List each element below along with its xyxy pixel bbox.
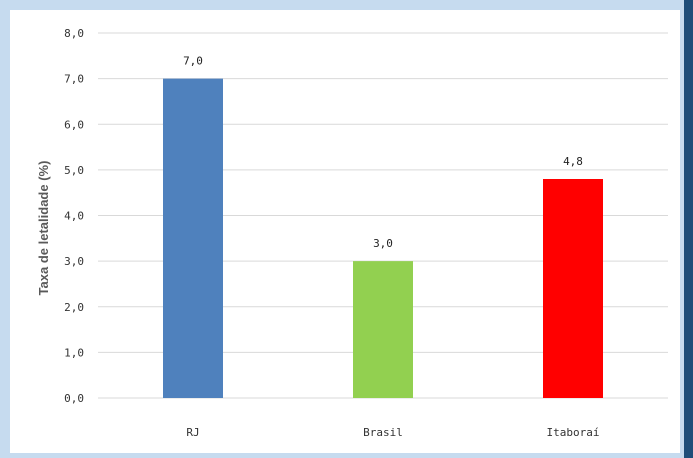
y-tick-label: 7,0 xyxy=(64,73,84,86)
value-labels: 7,0 3,0 4,8 xyxy=(183,55,583,251)
y-axis-ticks: 0,0 1,0 2,0 3,0 4,0 5,0 6,0 7,0 8,0 xyxy=(64,27,84,405)
frame-edge xyxy=(684,0,693,458)
category-label: RJ xyxy=(186,426,199,439)
data-label: 3,0 xyxy=(373,237,393,250)
bar xyxy=(163,78,223,398)
y-tick-label: 4,0 xyxy=(64,210,84,223)
category-label: Itaboraí xyxy=(547,426,600,439)
y-tick-label: 0,0 xyxy=(64,392,84,405)
y-tick-label: 8,0 xyxy=(64,27,84,40)
y-tick-label: 3,0 xyxy=(64,255,84,268)
y-tick-label: 2,0 xyxy=(64,301,84,314)
y-axis-label: Taxa de letalidade (%) xyxy=(36,161,51,296)
y-tick-label: 1,0 xyxy=(64,346,84,359)
y-tick-label: 5,0 xyxy=(64,164,84,177)
data-label: 7,0 xyxy=(183,55,203,68)
category-label: Brasil xyxy=(363,426,403,439)
data-label: 4,8 xyxy=(563,155,583,168)
bars xyxy=(163,78,603,398)
bar xyxy=(543,179,603,398)
bar xyxy=(353,261,413,398)
category-labels: RJ Brasil Itaboraí xyxy=(186,426,599,439)
y-tick-label: 6,0 xyxy=(64,118,84,131)
